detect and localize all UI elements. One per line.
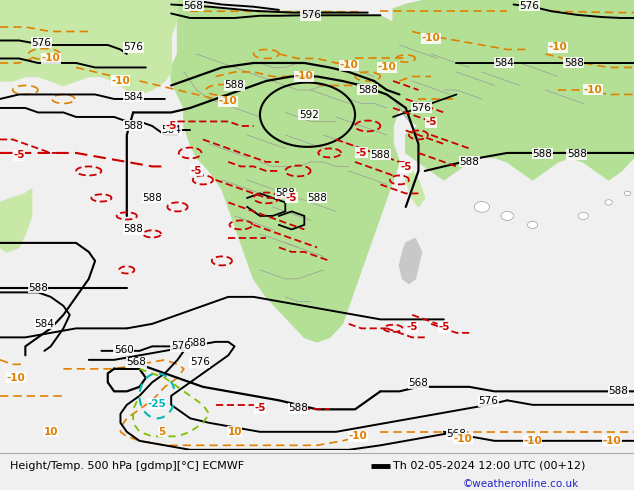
Text: 576: 576 (171, 342, 191, 351)
Text: 588: 588 (275, 189, 295, 198)
Text: -5: -5 (165, 121, 177, 131)
Polygon shape (406, 0, 634, 180)
Text: 588: 588 (288, 403, 308, 414)
Text: ©weatheronline.co.uk: ©weatheronline.co.uk (463, 479, 579, 489)
Text: -10: -10 (422, 33, 441, 43)
Text: -10: -10 (602, 436, 621, 446)
Text: 576: 576 (31, 38, 51, 48)
Text: -5: -5 (13, 150, 25, 160)
Text: -10: -10 (6, 373, 25, 383)
Text: 576: 576 (123, 42, 143, 52)
Text: -10: -10 (295, 72, 314, 81)
Text: -5: -5 (438, 322, 450, 333)
Text: -5: -5 (406, 322, 418, 333)
Text: -5: -5 (286, 193, 297, 203)
Text: -10: -10 (548, 42, 567, 52)
Text: -5: -5 (400, 162, 411, 172)
Text: 10: 10 (228, 427, 242, 437)
Text: 576: 576 (190, 357, 210, 367)
Text: 588: 588 (142, 193, 162, 203)
Text: 588: 588 (224, 80, 245, 91)
Text: -5: -5 (425, 117, 437, 127)
Text: 584: 584 (123, 92, 143, 102)
Text: 584: 584 (494, 58, 514, 68)
Text: 588: 588 (564, 58, 584, 68)
Text: 588: 588 (567, 149, 587, 159)
Text: 10: 10 (44, 427, 58, 437)
Text: -25: -25 (148, 399, 167, 409)
Text: 568: 568 (183, 1, 204, 11)
Text: 5: 5 (158, 427, 165, 437)
Text: 568: 568 (126, 357, 146, 367)
Text: -10: -10 (111, 76, 130, 86)
Text: 588: 588 (532, 149, 552, 159)
Text: -5: -5 (254, 403, 266, 414)
Text: Th 02-05-2024 12:00 UTC (00+12): Th 02-05-2024 12:00 UTC (00+12) (393, 461, 585, 471)
Text: -10: -10 (349, 431, 368, 441)
Text: 592: 592 (299, 110, 319, 120)
Text: 576: 576 (301, 10, 321, 20)
Polygon shape (624, 191, 631, 196)
Polygon shape (0, 189, 32, 252)
Polygon shape (578, 212, 588, 220)
Text: -10: -10 (219, 96, 238, 106)
Text: 588: 588 (307, 193, 327, 203)
Text: 584: 584 (34, 319, 55, 329)
Text: -10: -10 (523, 436, 542, 446)
Polygon shape (399, 239, 422, 283)
Text: 588: 588 (370, 150, 391, 160)
Text: -10: -10 (339, 60, 358, 70)
Polygon shape (527, 221, 538, 228)
Text: -10: -10 (377, 62, 396, 73)
Text: 560: 560 (113, 345, 134, 355)
Text: 588: 588 (28, 283, 48, 293)
Text: 588: 588 (459, 157, 479, 167)
Polygon shape (406, 171, 425, 207)
Text: 588: 588 (123, 121, 143, 131)
Text: 568: 568 (446, 429, 467, 439)
Text: 588: 588 (358, 85, 378, 95)
Text: 576: 576 (519, 1, 540, 11)
Text: 588: 588 (123, 224, 143, 234)
Polygon shape (605, 200, 612, 205)
Text: 588: 588 (608, 386, 628, 396)
Polygon shape (0, 0, 178, 95)
Text: -5: -5 (356, 148, 367, 158)
Text: -10: -10 (583, 85, 602, 95)
Polygon shape (474, 201, 489, 212)
Text: -5: -5 (191, 166, 202, 176)
Polygon shape (393, 0, 634, 148)
Polygon shape (501, 211, 514, 220)
Text: 576: 576 (478, 396, 498, 406)
Text: 568: 568 (408, 378, 429, 388)
Text: 584: 584 (161, 125, 181, 135)
Text: 576: 576 (411, 103, 432, 113)
Polygon shape (171, 0, 412, 342)
Text: Height/Temp. 500 hPa [gdmp][°C] ECMWF: Height/Temp. 500 hPa [gdmp][°C] ECMWF (10, 461, 243, 471)
Text: -10: -10 (453, 434, 472, 443)
Text: -10: -10 (41, 53, 60, 64)
Text: 588: 588 (186, 338, 207, 348)
